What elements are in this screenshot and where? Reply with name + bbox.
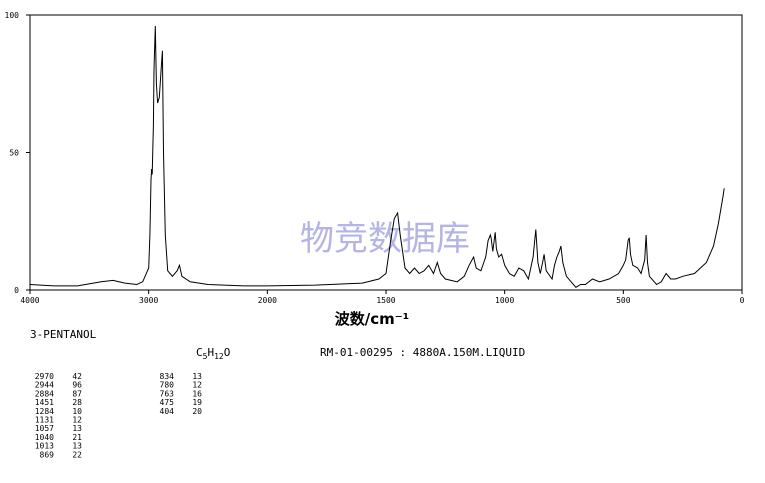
peak-wavenumber: 404 bbox=[160, 407, 175, 416]
peak-intensity: 10 bbox=[72, 407, 82, 416]
sample-info: RM-01-00295 : 4880A.150M.LIQUID bbox=[320, 346, 525, 359]
formula: C5H12O bbox=[196, 346, 230, 361]
formula-part: O bbox=[224, 346, 231, 359]
watermark: 物竞数据库 bbox=[300, 219, 470, 259]
x-tick-label: 4000 bbox=[20, 296, 39, 305]
peak-wavenumber: 2970 bbox=[35, 372, 54, 381]
peak-wavenumber: 2884 bbox=[35, 389, 54, 398]
formula-part: 5 bbox=[203, 352, 208, 361]
x-tick-label: 2000 bbox=[258, 296, 277, 305]
peak-wavenumber: 2944 bbox=[35, 381, 54, 390]
formula-part: C bbox=[196, 346, 203, 359]
peak-intensity: 19 bbox=[192, 398, 202, 407]
peak-wavenumber: 1451 bbox=[35, 398, 54, 407]
x-tick-label: 1500 bbox=[376, 296, 395, 305]
peak-wavenumber: 1013 bbox=[35, 442, 54, 451]
peak-wavenumber: 1040 bbox=[35, 433, 54, 442]
peak-wavenumber: 1284 bbox=[35, 407, 54, 416]
peak-intensity: 22 bbox=[72, 450, 82, 459]
x-tick-label: 0 bbox=[740, 296, 745, 305]
peak-intensity: 96 bbox=[72, 381, 82, 390]
peak-intensity: 87 bbox=[72, 389, 82, 398]
peak-intensity: 28 bbox=[72, 398, 82, 407]
peak-intensity: 13 bbox=[72, 424, 82, 433]
peak-wavenumber: 1131 bbox=[35, 416, 54, 425]
peak-wavenumber: 780 bbox=[160, 381, 175, 390]
peak-wavenumber: 475 bbox=[160, 398, 175, 407]
x-axis-label: 波数/cm⁻¹ bbox=[335, 310, 410, 328]
y-tick-label: 0 bbox=[14, 286, 19, 295]
y-tick-label: 50 bbox=[9, 149, 19, 158]
peak-wavenumber: 834 bbox=[160, 372, 175, 381]
peak-intensity: 12 bbox=[72, 416, 82, 425]
x-tick-label: 3000 bbox=[139, 296, 158, 305]
peak-intensity: 13 bbox=[192, 372, 202, 381]
peak-intensity: 21 bbox=[72, 433, 82, 442]
peak-intensity: 12 bbox=[192, 381, 202, 390]
compound-name: 3-PENTANOL bbox=[30, 328, 97, 341]
spectrum-line bbox=[29, 25, 725, 288]
formula-part: H bbox=[207, 346, 214, 359]
peak-intensity: 16 bbox=[192, 389, 202, 398]
peak-wavenumber: 1057 bbox=[35, 424, 54, 433]
peak-wavenumber: 869 bbox=[40, 450, 55, 459]
x-tick-label: 500 bbox=[616, 296, 631, 305]
peak-wavenumber: 763 bbox=[160, 389, 175, 398]
peak-intensity: 20 bbox=[192, 407, 202, 416]
x-tick-label: 1000 bbox=[495, 296, 514, 305]
peak-intensity: 42 bbox=[72, 372, 82, 381]
formula-part: 12 bbox=[214, 352, 224, 361]
y-tick-label: 100 bbox=[5, 11, 20, 20]
peak-intensity: 13 bbox=[72, 442, 82, 451]
